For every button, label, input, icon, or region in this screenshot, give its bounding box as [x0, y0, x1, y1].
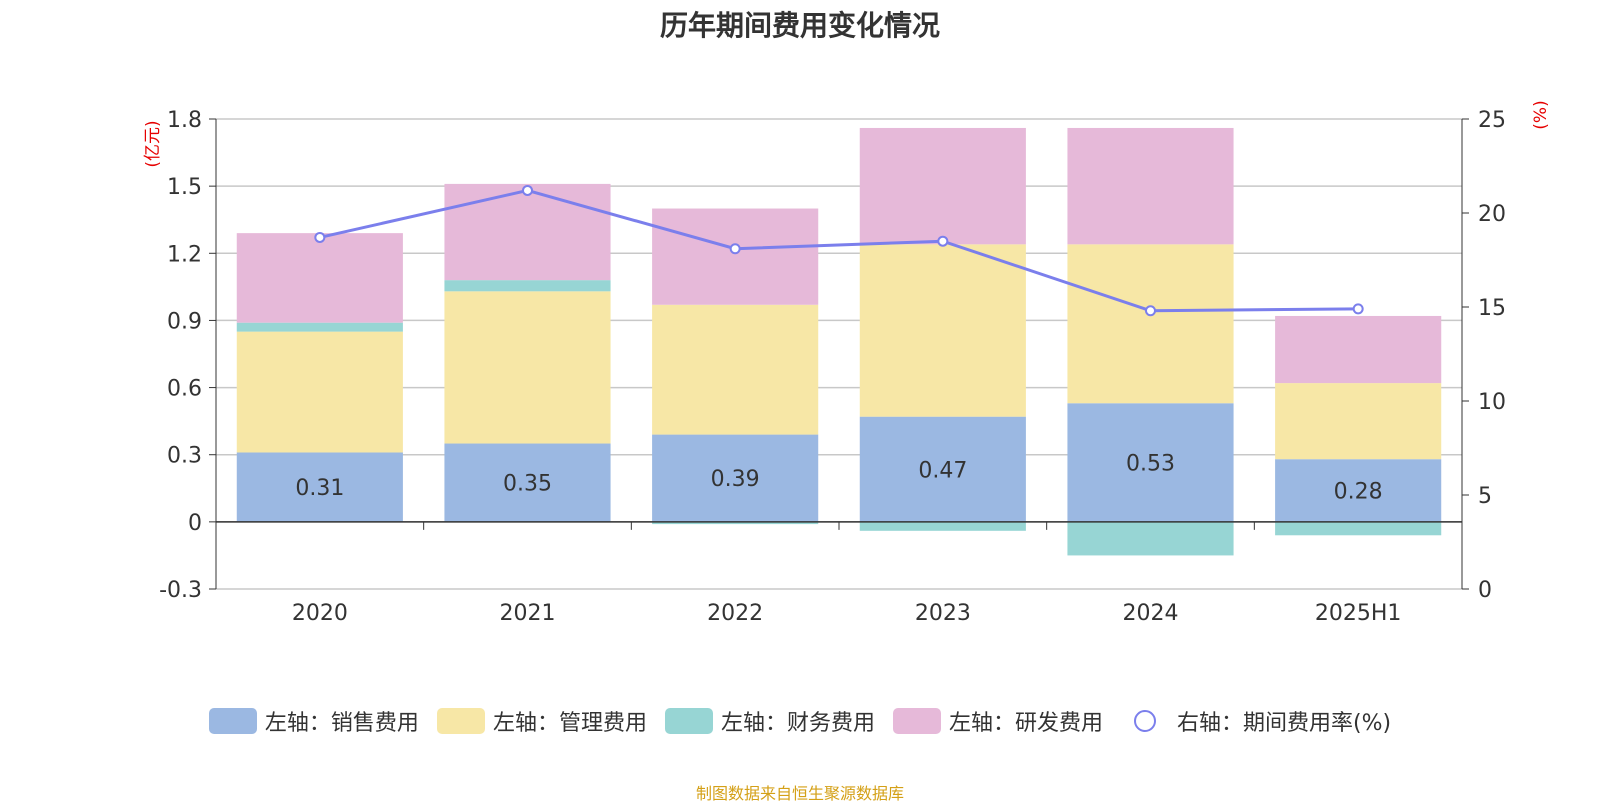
category-label: 2020	[292, 601, 348, 626]
rate-point	[1145, 305, 1156, 317]
left-axis-tick-label: 1.5	[167, 175, 202, 200]
legend-label-admin: 左轴：管理费用	[492, 711, 647, 736]
bar-rnd	[444, 183, 611, 281]
left-axis-tick-label: 0.3	[167, 444, 202, 469]
legend-label-sales: 左轴：销售费用	[264, 711, 419, 736]
legend-item-rnd[interactable]: 左轴：研发费用	[892, 705, 1103, 737]
left-axis-tick-label: 0.9	[167, 309, 202, 334]
bar-data-label: 0.39	[711, 467, 760, 492]
category-label: 2025H1	[1315, 601, 1402, 626]
category-label: 2022	[707, 601, 763, 626]
bar-sales	[652, 434, 819, 522]
right-axis-tick-label: 25	[1478, 108, 1506, 133]
bar-admin	[859, 244, 1026, 417]
right-axis-tick-label: 20	[1478, 202, 1506, 227]
rate-point	[1352, 303, 1364, 315]
bar-sales	[859, 416, 1026, 522]
rate-line	[319, 188, 1359, 313]
bar-layer	[236, 127, 1442, 556]
source-note: 制图数据来自恒生聚源数据库	[695, 784, 904, 803]
legend-item-finance[interactable]: 左轴：财务费用	[664, 705, 875, 737]
bar-finance	[236, 322, 403, 332]
bar-finance	[652, 521, 819, 525]
bar-finance	[859, 521, 1026, 531]
left-axis-tick-label: 0	[188, 511, 202, 536]
bar-admin	[1067, 244, 1234, 404]
bar-finance	[1067, 521, 1234, 556]
legend: 左轴：销售费用 左轴：管理费用 左轴：财务费用 左轴：研发费用 右轴：期间费用率…	[0, 705, 1600, 737]
legend-swatch-admin	[436, 708, 485, 734]
left-axis-tick-label: 1.8	[167, 108, 202, 133]
right-axis-tick-label: 10	[1478, 390, 1506, 415]
line-layer	[314, 184, 1364, 317]
right-axis-tick-label: 15	[1478, 296, 1506, 321]
bar-rnd	[1067, 127, 1234, 245]
bar-data-label: 0.47	[918, 458, 967, 483]
bar-data-label: 0.35	[503, 472, 552, 497]
legend-swatch-sales	[208, 708, 257, 734]
axis-layer: -0.3 0 0.3 0.6 0.9 1.2 1.5 1.8 0 5 10 15 20 25 2020 202…	[143, 100, 1551, 626]
legend-label-rate: 右轴：期间费用率(%)	[1176, 711, 1392, 736]
bar-sales	[1067, 403, 1234, 522]
label-layer: 0.31 0.35 0.39 0.47 0.53 0.28	[295, 452, 1382, 505]
legend-item-rate[interactable]: 右轴：期间费用率(%)	[1121, 705, 1391, 737]
bar-sales	[236, 452, 403, 522]
right-axis-unit-label: (%)	[1531, 100, 1551, 129]
right-axis-tick-label: 5	[1478, 484, 1492, 509]
bar-data-label: 0.53	[1126, 452, 1175, 477]
bar-admin	[652, 304, 819, 435]
legend-item-sales[interactable]: 左轴：销售费用	[208, 705, 419, 737]
right-axis-tick-label: 0	[1478, 578, 1492, 603]
rate-point	[729, 243, 741, 255]
bar-rnd	[1275, 315, 1442, 384]
legend-line-marker-icon	[1121, 708, 1169, 734]
left-axis-unit-label: (亿元)	[143, 120, 163, 167]
bar-rnd	[236, 233, 403, 323]
bar-data-label: 0.28	[1334, 480, 1383, 505]
legend-item-admin[interactable]: 左轴：管理费用	[436, 705, 647, 737]
bar-data-label: 0.31	[295, 476, 344, 501]
left-axis-tick-label: -0.3	[159, 578, 202, 603]
left-axis-tick-label: 1.2	[167, 242, 202, 267]
legend-swatch-rnd	[892, 708, 941, 734]
bar-rnd	[652, 208, 819, 305]
bar-admin	[236, 331, 403, 453]
legend-swatch-finance	[664, 708, 713, 734]
left-axis-tick-label: 0.6	[167, 377, 202, 402]
category-label: 2023	[915, 601, 971, 626]
legend-label-rnd: 左轴：研发费用	[948, 711, 1103, 736]
bar-admin	[1275, 383, 1442, 460]
chart-title: 历年期间费用变化情况	[659, 9, 940, 42]
rate-point	[522, 184, 533, 196]
rate-point	[937, 235, 949, 247]
bar-finance	[444, 280, 611, 292]
bar-sales	[1275, 459, 1442, 522]
legend-label-finance: 左轴：财务费用	[720, 711, 875, 736]
bar-finance	[1275, 521, 1442, 536]
category-label: 2024	[1123, 601, 1179, 626]
rate-point	[314, 231, 326, 243]
category-label: 2021	[500, 601, 556, 626]
bar-sales	[444, 443, 611, 522]
bar-admin	[444, 291, 611, 444]
bar-rnd	[859, 127, 1026, 245]
